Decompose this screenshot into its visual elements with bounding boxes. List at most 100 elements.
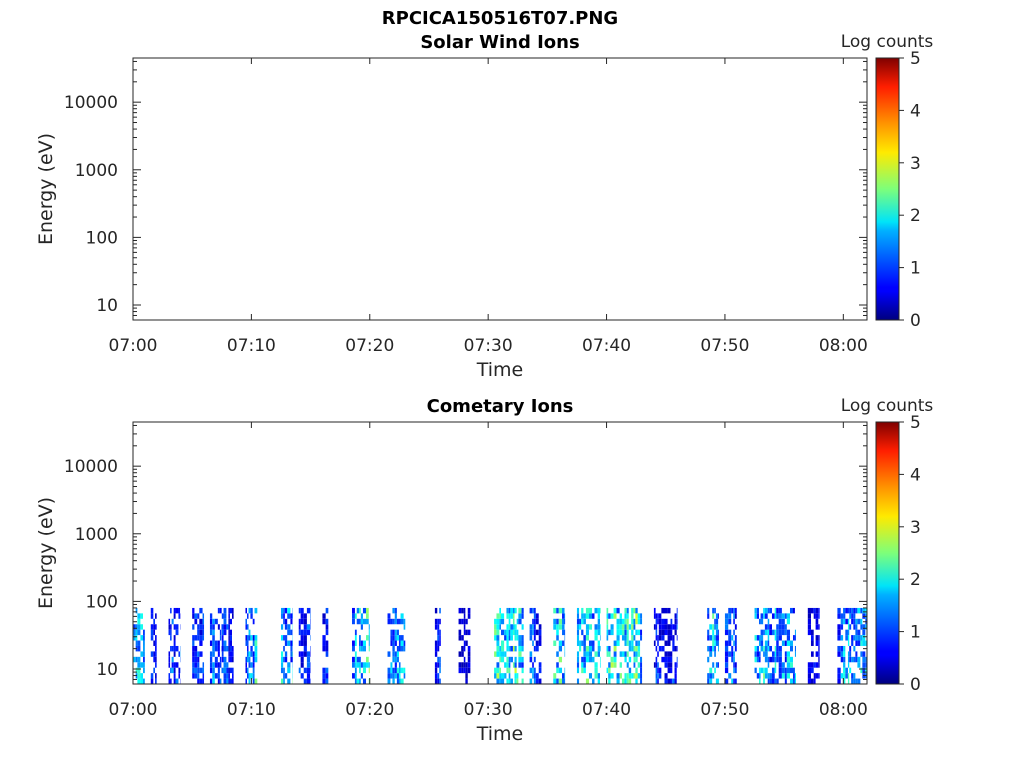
cometary-heatmap-cell (254, 656, 258, 663)
cometary-heatmap-cell (718, 635, 720, 641)
cometary-heatmap-cell (581, 656, 584, 663)
cometary-heatmap-cell (499, 667, 501, 674)
cometary-heatmap-cell (853, 678, 856, 684)
cometary-heatmap-cell (155, 640, 157, 646)
cometary-heatmap-cell (851, 678, 854, 684)
cometary-heatmap-cell (733, 618, 735, 625)
cometary-heatmap-cell (776, 656, 779, 663)
cometary-heatmap-cell (843, 656, 846, 663)
cometary-heatmap-cell (532, 607, 534, 614)
cometary-heatmap-cell (245, 607, 247, 614)
cometary-heatmap-cell (217, 624, 220, 630)
cometary-heatmap-cell (771, 673, 775, 679)
cometary-heatmap-cell (840, 656, 844, 663)
cometary-heatmap-cell (390, 618, 393, 625)
cometary-heatmap-cell (248, 629, 251, 636)
cometary-heatmap-cell (521, 607, 524, 614)
cometary-heatmap-cell (221, 613, 224, 619)
cometary-heatmap-cell (576, 624, 580, 630)
cometary-heatmap-cell (300, 656, 304, 663)
cometary-heatmap-cell (392, 629, 395, 636)
cometary-heatmap-cell (818, 640, 820, 646)
cometary-heatmap-cell (631, 673, 634, 679)
cometary-heatmap-cell (670, 662, 673, 668)
cometary-heatmap-cell (767, 635, 770, 641)
cometary-heatmap-cell (283, 656, 285, 663)
cometary-heatmap-cell (724, 645, 729, 652)
cometary-heatmap-cell (283, 678, 285, 684)
cometary-heatmap-cell (781, 640, 785, 646)
cometary-heatmap-cell (597, 651, 600, 657)
cometary-heatmap-cell (635, 678, 638, 684)
cometary-heatmap-cell (250, 673, 253, 679)
cometary-heatmap-cell (606, 618, 609, 625)
cometary-heatmap-cell (228, 678, 230, 684)
cometary-heatmap-cell (508, 645, 511, 652)
cometary-heatmap-cell (398, 635, 401, 641)
cometary-colorbar-tick-label: 3 (910, 518, 921, 538)
cometary-heatmap-cell (628, 645, 632, 652)
cometary-heatmap-cell (352, 613, 355, 619)
cometary-heatmap-cell (619, 629, 622, 636)
cometary-heatmap-cell (718, 645, 720, 652)
cometary-heatmap-cell (202, 662, 205, 668)
cometary-heatmap-cell (439, 607, 441, 614)
cometary-heatmap-cell (840, 645, 844, 652)
cometary-heatmap-cell (724, 624, 729, 630)
cometary-heatmap-cell (368, 629, 370, 636)
cometary-heatmap-cell (514, 624, 517, 630)
cometary-heatmap-cell (300, 662, 304, 668)
cometary-heatmap-cell (851, 656, 854, 663)
cometary-heatmap-cell (538, 678, 542, 684)
cometary-heatmap-cell (298, 629, 301, 636)
cometary-heatmap-cell (847, 624, 850, 630)
cometary-heatmap-cell (847, 629, 850, 636)
cometary-heatmap-cell (626, 607, 629, 614)
cometary-heatmap-cell (676, 624, 678, 630)
cometary-heatmap-cell (767, 656, 770, 663)
cometary-heatmap-cell (458, 651, 462, 657)
cometary-heatmap-cell (672, 640, 675, 646)
cometary-heatmap-cell (360, 624, 363, 630)
cometary-heatmap-cell (396, 629, 399, 636)
solar-wind-ticks: 07:00 07:10 07:20 07:30 07:40 07:50 08:0010100… (64, 58, 868, 356)
cometary-heatmap-cell (245, 640, 247, 646)
cometary-heatmap-cell (173, 645, 176, 652)
cometary-heatmap-cell (219, 635, 222, 641)
cometary-heatmap-cell (512, 607, 515, 614)
cometary-heatmap-cell (635, 645, 638, 652)
cometary-heatmap-cell (143, 629, 145, 636)
cometary-heatmap-cell (392, 667, 395, 674)
cometary-heatmap-cell (616, 624, 620, 630)
cometary-heatmap-cell (508, 635, 511, 641)
cometary-heatmap-cell (855, 656, 858, 663)
cometary-heatmap-cell (714, 640, 716, 646)
cometary-heatmap-cell (499, 673, 501, 679)
cometary-heatmap-cell (733, 640, 735, 646)
cometary-heatmap-cell (226, 645, 229, 652)
cometary-heatmap-cell (763, 651, 765, 657)
cometary-heatmap-cell (529, 635, 533, 641)
cometary-heatmap-cell (133, 624, 136, 630)
cometary-heatmap-cell (724, 613, 729, 619)
cometary-heatmap-cell (252, 635, 255, 641)
cometary-heatmap-cell (640, 667, 643, 674)
cometary-heatmap-cell (855, 651, 858, 657)
cometary-heatmap-cell (303, 645, 307, 652)
cometary-heatmap-cell (135, 624, 138, 630)
cometary-heatmap-cell (778, 613, 782, 619)
cometary-heatmap-cell (794, 678, 796, 684)
cometary-heatmap-cell (843, 662, 846, 668)
cometary-heatmap-cell (789, 645, 793, 652)
cometary-heatmap-cell (155, 662, 157, 668)
cometary-heatmap-cell (734, 613, 737, 619)
cometary-heatmap-cell (860, 618, 863, 625)
cometary-heatmap-cell (514, 662, 517, 668)
cometary-heatmap-cell (724, 618, 729, 625)
cometary-heatmap-cell (616, 673, 620, 679)
cometary-heatmap-cell (168, 624, 171, 630)
cometary-heatmap-cell (597, 607, 600, 614)
cometary-heatmap-cell (855, 624, 858, 630)
cometary-heatmap-cell (845, 673, 848, 679)
